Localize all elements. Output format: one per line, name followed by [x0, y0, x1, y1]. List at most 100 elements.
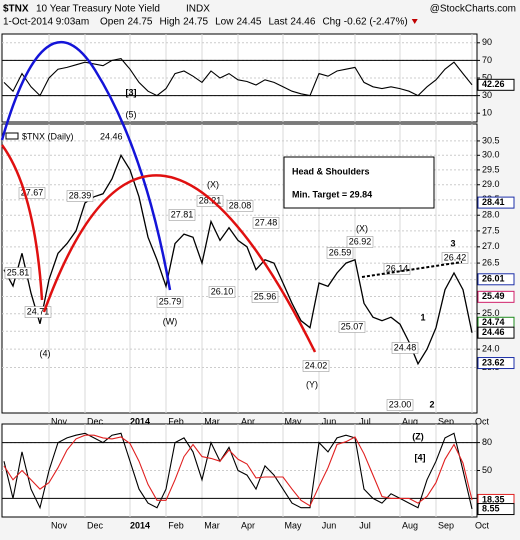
- quote-value: 24.75: [183, 17, 208, 28]
- y-tick-label: 50: [482, 465, 492, 475]
- y-tick-label: 30.0: [482, 150, 500, 160]
- annotation: 23.00: [389, 399, 412, 409]
- source: @StockCharts.com: [430, 4, 516, 15]
- value-tag-label: 24.46: [482, 327, 505, 337]
- callout-line: Head & Shoulders: [292, 166, 370, 176]
- x-tick-label: Mar: [204, 416, 220, 426]
- x-tick-label: Oct: [475, 416, 490, 426]
- y-tick-label: 80: [482, 437, 492, 447]
- x-tick-label: Feb: [168, 520, 184, 530]
- value-tag-label: 23.62: [482, 357, 505, 367]
- x-tick-label: May: [284, 520, 302, 530]
- x-tick-label: 2014: [130, 520, 150, 530]
- quote-label: Low: [215, 17, 234, 28]
- annotation-box: [24, 306, 52, 318]
- x-tick-label: Jul: [359, 416, 371, 426]
- wave-label: (4): [40, 348, 51, 358]
- value-tag-label: 26.01: [482, 274, 505, 284]
- y-tick-label: 10: [482, 108, 492, 118]
- x-tick-label: 2014: [130, 416, 150, 426]
- x-tick-label: Apr: [241, 520, 255, 530]
- symbol: $TNX: [3, 4, 29, 15]
- wave-label: 2: [429, 399, 434, 409]
- annotation-box: [4, 267, 32, 279]
- annotation: 26.59: [329, 247, 352, 257]
- annotation: 28.21: [199, 195, 222, 205]
- wave-label: (W): [163, 316, 178, 326]
- value-tag-label: 28.41: [482, 197, 505, 207]
- quote-value: 24.46: [290, 17, 315, 28]
- datetime: 1-Oct-2014 9:03am: [3, 17, 89, 28]
- quote-value: 24.75: [127, 17, 152, 28]
- value-tag-label: 8.55: [482, 503, 500, 513]
- annotation: 27.67: [21, 187, 44, 197]
- callout-frame: [283, 156, 435, 209]
- wave-label: (Y): [306, 379, 318, 389]
- x-tick-label: May: [284, 416, 302, 426]
- y-tick-label: 25.0: [482, 308, 500, 318]
- x-tick-label: Apr: [241, 416, 255, 426]
- y-tick-label: 70: [482, 55, 492, 65]
- annotation: 28.39: [69, 190, 92, 200]
- annotation: 24.71: [27, 306, 50, 316]
- quote-value: -0.62 (-2.47%): [344, 17, 408, 28]
- annotation: 24.48: [394, 342, 417, 352]
- wave-label: (X): [207, 179, 219, 189]
- annotation-box: [168, 209, 196, 221]
- annotation: 26.14: [386, 263, 409, 273]
- callout-box: Head & Shoulders Min. Target = 29.84: [283, 156, 435, 209]
- annotation-box: [196, 195, 224, 207]
- value-tag-label: 18.35: [482, 494, 505, 504]
- annotation-box: [386, 399, 414, 411]
- x-tick-label: Nov: [51, 416, 68, 426]
- annotation-box: [391, 342, 419, 354]
- annotation-box: [251, 291, 279, 303]
- wave-arc: [0, 144, 44, 301]
- instrument-name: 10 Year Treasury Note Yield: [36, 4, 160, 15]
- wave-label: [3]: [126, 87, 137, 97]
- annotation: 27.48: [255, 217, 278, 227]
- annotation-box: [226, 200, 254, 212]
- x-tick-label: Oct: [475, 520, 490, 530]
- annotation-box: [208, 286, 236, 298]
- annotation: 26.10: [211, 286, 234, 296]
- annotation: 25.07: [341, 321, 364, 331]
- value-tag-label: 42.26: [482, 79, 505, 89]
- annotation: 25.96: [254, 291, 277, 301]
- wave-arc: [0, 40, 172, 291]
- annotation-box: [441, 252, 469, 264]
- y-tick-label: 90: [482, 37, 492, 47]
- value-tag: [477, 290, 515, 303]
- annotation-box: [326, 247, 354, 259]
- x-tick-label: Nov: [51, 520, 68, 530]
- series-line: [3, 153, 473, 366]
- y-tick-label: 29.0: [482, 179, 500, 189]
- x-tick-label: Aug: [402, 520, 418, 530]
- quote-label: Open: [100, 17, 124, 28]
- annotation-box: [383, 263, 411, 275]
- x-tick-label: Dec: [87, 520, 104, 530]
- x-tick-label: Jul: [359, 520, 371, 530]
- quote-value: 24.45: [236, 17, 261, 28]
- y-tick-label: 30: [482, 90, 492, 100]
- quote-label: Last: [269, 17, 288, 28]
- quote: Open 24.75 High 24.75 Low 24.45 Last 24.46 Chg -0…: [100, 17, 418, 28]
- quote-label: High: [160, 17, 181, 28]
- annotation: 24.02: [305, 360, 328, 370]
- annotation: 25.81: [7, 267, 30, 277]
- x-tick-label: Feb: [168, 416, 184, 426]
- y-tick-label: 30.5: [482, 135, 500, 145]
- x-tick-label: Jun: [322, 416, 337, 426]
- x-tick-label: Jun: [322, 520, 337, 530]
- legend-value: 24.46: [100, 131, 123, 141]
- wave-label: (Z): [412, 431, 424, 441]
- legend-label: $TNX (Daily): [22, 131, 74, 141]
- quote-label: Chg: [322, 17, 340, 28]
- value-tag: [477, 196, 515, 209]
- y-tick-label: 24.0: [482, 344, 500, 354]
- annotation: 26.92: [349, 236, 372, 246]
- wave-arc: [42, 174, 317, 353]
- y-tick-label: 29.5: [482, 164, 500, 174]
- exchange: INDX: [186, 4, 210, 15]
- wave-label: [4]: [415, 452, 426, 462]
